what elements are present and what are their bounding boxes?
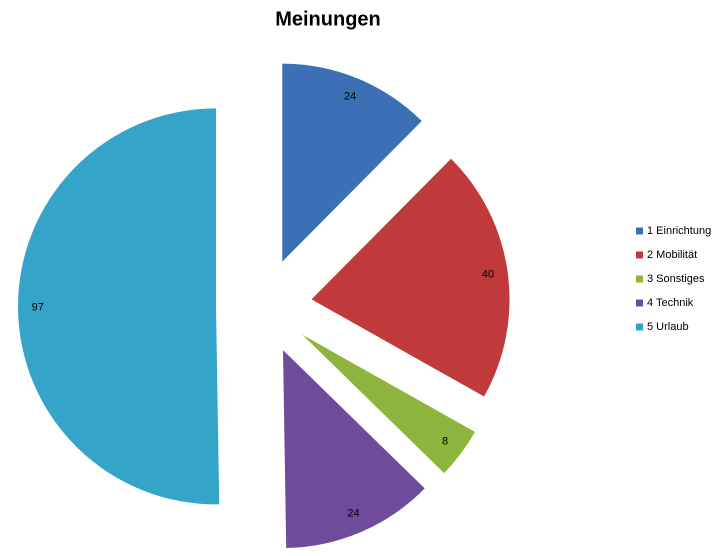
data-label: 40 xyxy=(482,269,494,281)
pie-slice xyxy=(282,350,425,549)
chart-title: Meinungen xyxy=(275,8,381,30)
pie-slice xyxy=(17,108,220,505)
legend-label: 3 Sonstiges xyxy=(647,273,705,285)
legend-swatch xyxy=(636,323,643,331)
legend-swatch xyxy=(636,227,643,235)
legend-label: 2 Mobilität xyxy=(647,249,697,261)
data-label: 8 xyxy=(442,436,448,448)
data-label: 24 xyxy=(347,508,359,520)
legend-label: 1 Einrichtung xyxy=(647,225,711,237)
legend-swatch xyxy=(636,275,643,283)
pie-slice xyxy=(302,334,475,474)
legend-label: 4 Technik xyxy=(647,297,694,309)
pie-slice xyxy=(311,158,510,397)
legend-swatch xyxy=(636,251,643,259)
pie-slice xyxy=(282,63,422,262)
legend-label: 5 Urlaub xyxy=(647,321,689,333)
legend-swatch xyxy=(636,299,643,307)
data-label: 24 xyxy=(344,91,356,103)
data-label: 97 xyxy=(32,302,44,314)
